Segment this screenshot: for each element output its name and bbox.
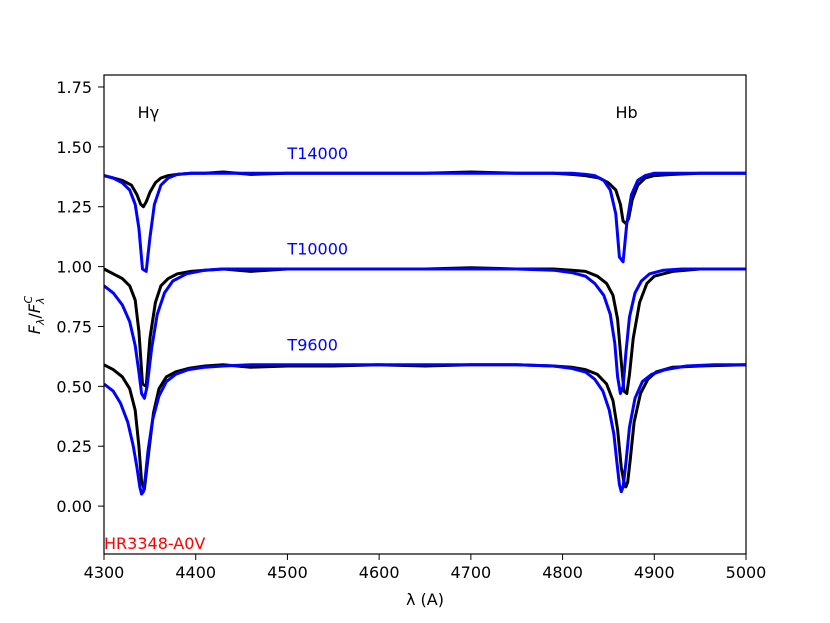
annotation-label: T14000 (286, 144, 348, 163)
x-tick-label: 4500 (267, 563, 308, 582)
y-tick-label: 1.50 (56, 138, 92, 157)
y-axis-label: Fλ/FλC (22, 295, 47, 334)
series-line-model-1 (104, 171, 746, 273)
y-tick-label: 0.75 (56, 317, 92, 336)
y-tick-label: 0.25 (56, 437, 92, 456)
y-tick-label: 1.00 (56, 258, 92, 277)
x-tick-label: 4400 (175, 563, 216, 582)
annotation-label: T10000 (286, 240, 348, 259)
series-layer (104, 170, 746, 496)
line-feature-label: Hγ (138, 103, 160, 122)
x-axis-label: λ (A) (406, 590, 444, 609)
annotations: Hγ Hb T14000 T10000 T9600 HR3348-A0V (104, 103, 638, 553)
axis-ticks: 4300 4400 4500 4600 4700 4800 4900 5000 0.00 0.25… (56, 78, 766, 582)
y-tick-label: 1.75 (56, 78, 92, 97)
x-tick-label: 4600 (359, 563, 400, 582)
x-tick-label: 4300 (84, 563, 125, 582)
series-line-model-3 (104, 267, 746, 400)
x-tick-label: 4700 (450, 563, 491, 582)
series-line-observed-4 (104, 363, 746, 491)
series-line-observed-0 (104, 170, 746, 225)
series-line-model-5 (104, 363, 746, 496)
y-tick-label: 0.00 (56, 497, 92, 516)
plot-frame (103, 74, 747, 555)
annotation-label: HR3348-A0V (104, 534, 205, 553)
annotation-label: T9600 (286, 335, 338, 354)
x-tick-label: 5000 (726, 563, 767, 582)
x-tick-label: 4900 (634, 563, 675, 582)
y-tick-label: 0.50 (56, 377, 92, 396)
y-tick-label: 1.25 (56, 198, 92, 217)
line-feature-label: Hb (616, 103, 638, 122)
x-tick-label: 4800 (542, 563, 583, 582)
